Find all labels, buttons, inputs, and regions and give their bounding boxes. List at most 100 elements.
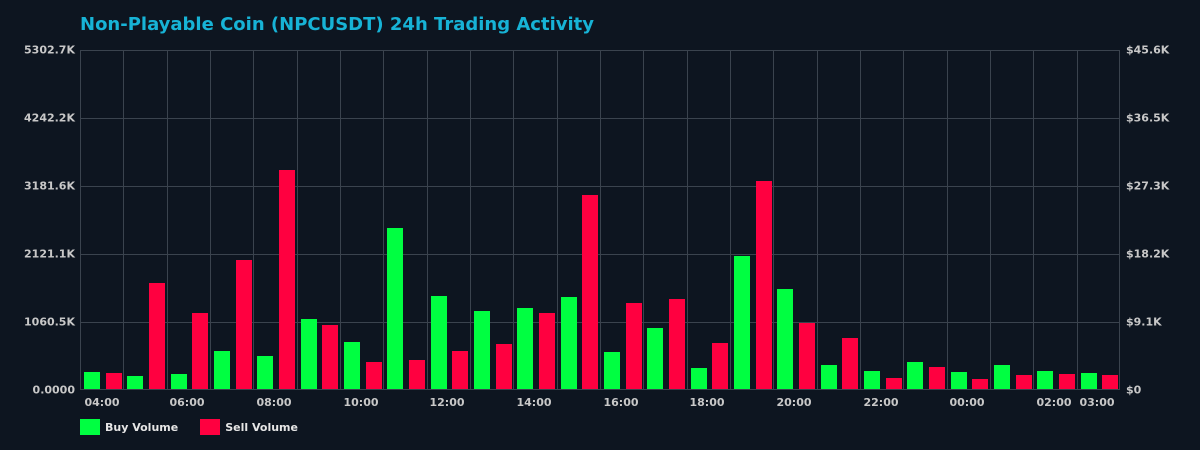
sell-volume-bar[interactable] [972, 379, 989, 389]
buy-volume-bar[interactable] [1080, 373, 1097, 389]
buy-volume-bar[interactable] [820, 364, 837, 389]
buy-volume-bar[interactable] [127, 375, 144, 389]
plot-area [80, 50, 1120, 390]
sell-volume-bar[interactable] [235, 259, 252, 389]
buy-volume-bar[interactable] [387, 227, 404, 389]
vertical-gridline [297, 51, 298, 389]
buy-volume-bar[interactable] [777, 288, 794, 389]
vertical-gridline [167, 51, 168, 389]
sell-volume-bar[interactable] [755, 180, 772, 389]
vertical-gridline [340, 51, 341, 389]
vertical-gridline [860, 51, 861, 389]
buy-swatch-icon [80, 419, 100, 435]
sell-volume-bar[interactable] [798, 322, 815, 389]
buy-volume-bar[interactable] [343, 341, 360, 389]
sell-volume-bar[interactable] [582, 195, 599, 389]
vertical-gridline [773, 51, 774, 389]
buy-volume-bar[interactable] [517, 307, 534, 389]
x-tick-label: 16:00 [603, 396, 639, 409]
vertical-gridline [1077, 51, 1078, 389]
vertical-gridline [643, 51, 644, 389]
sell-volume-bar[interactable] [1015, 375, 1032, 389]
buy-volume-bar[interactable] [907, 362, 924, 389]
x-tick-label: 12:00 [429, 396, 465, 409]
buy-volume-bar[interactable] [430, 296, 447, 389]
buy-volume-bar[interactable] [300, 318, 317, 389]
x-tick-label: 08:00 [256, 396, 292, 409]
x-tick-label: 18:00 [689, 396, 725, 409]
buy-volume-bar[interactable] [560, 297, 577, 389]
vertical-gridline [427, 51, 428, 389]
y-tick-label-left: 2121.1K [24, 247, 75, 261]
vertical-gridline [557, 51, 558, 389]
x-tick-label: 20:00 [776, 396, 812, 409]
legend-item-sell[interactable]: Sell Volume [200, 419, 298, 435]
sell-volume-bar[interactable] [322, 324, 339, 389]
vertical-gridline [903, 51, 904, 389]
buy-volume-bar[interactable] [690, 367, 707, 389]
buy-volume-bar[interactable] [83, 372, 100, 389]
x-tick-label: 22:00 [863, 396, 899, 409]
x-tick-label: 06:00 [169, 396, 205, 409]
sell-volume-bar[interactable] [538, 313, 555, 389]
buy-volume-bar[interactable] [213, 350, 230, 389]
sell-volume-bar[interactable] [668, 298, 685, 389]
y-tick-label-left: 1060.5K [24, 315, 75, 329]
sell-swatch-icon [200, 419, 221, 435]
y-tick-label-right: $45.6K [1126, 43, 1170, 57]
chart-title: Non-Playable Coin (NPCUSDT) 24h Trading … [80, 14, 594, 35]
x-tick-label: 14:00 [516, 396, 552, 409]
buy-volume-bar[interactable] [257, 355, 274, 389]
sell-volume-bar[interactable] [625, 303, 642, 389]
sell-volume-bar[interactable] [885, 378, 902, 389]
y-tick-label-right: $18.2K [1126, 247, 1170, 261]
buy-volume-bar[interactable] [863, 371, 880, 389]
sell-volume-bar[interactable] [495, 343, 512, 389]
x-tick-label: 02:00 [1036, 396, 1072, 409]
sell-volume-bar[interactable] [192, 313, 209, 389]
sell-volume-bar[interactable] [712, 343, 729, 389]
buy-volume-bar[interactable] [170, 373, 187, 389]
sell-volume-bar[interactable] [148, 282, 165, 389]
sell-volume-bar[interactable] [408, 359, 425, 389]
y-tick-label-left: 5302.7K [24, 43, 75, 57]
y-tick-label-right: $27.3K [1126, 179, 1170, 193]
sell-volume-bar[interactable] [452, 350, 469, 389]
x-tick-label: 03:00 [1079, 396, 1115, 409]
vertical-gridline [470, 51, 471, 389]
vertical-gridline [600, 51, 601, 389]
legend: Buy Volume Sell Volume [80, 419, 320, 435]
vertical-gridline [687, 51, 688, 389]
buy-volume-bar[interactable] [647, 328, 664, 389]
x-tick-label: 10:00 [343, 396, 379, 409]
sell-volume-bar[interactable] [105, 372, 122, 389]
y-tick-label-right: $0 [1126, 383, 1142, 397]
vertical-gridline [513, 51, 514, 389]
sell-volume-bar[interactable] [1058, 374, 1075, 389]
sell-volume-bar[interactable] [278, 170, 295, 389]
sell-volume-bar[interactable] [842, 338, 859, 389]
vertical-gridline [990, 51, 991, 389]
y-tick-label-left: 4242.2K [24, 111, 75, 125]
y-tick-label-left: 0.0000 [32, 383, 75, 397]
vertical-gridline [253, 51, 254, 389]
buy-volume-bar[interactable] [950, 372, 967, 389]
vertical-gridline [817, 51, 818, 389]
vertical-gridline [947, 51, 948, 389]
buy-volume-bar[interactable] [993, 365, 1010, 389]
y-tick-label-left: 3181.6K [24, 179, 75, 193]
vertical-gridline [210, 51, 211, 389]
x-tick-label: 04:00 [84, 396, 120, 409]
legend-label-sell: Sell Volume [225, 420, 298, 434]
buy-volume-bar[interactable] [473, 311, 490, 389]
buy-volume-bar[interactable] [1037, 371, 1054, 389]
legend-item-buy[interactable]: Buy Volume [80, 419, 178, 435]
vertical-gridline [383, 51, 384, 389]
buy-volume-bar[interactable] [603, 352, 620, 389]
buy-volume-bar[interactable] [733, 255, 750, 389]
x-tick-label: 00:00 [949, 396, 985, 409]
sell-volume-bar[interactable] [365, 361, 382, 389]
vertical-gridline [123, 51, 124, 389]
sell-volume-bar[interactable] [1102, 375, 1119, 389]
sell-volume-bar[interactable] [928, 366, 945, 389]
